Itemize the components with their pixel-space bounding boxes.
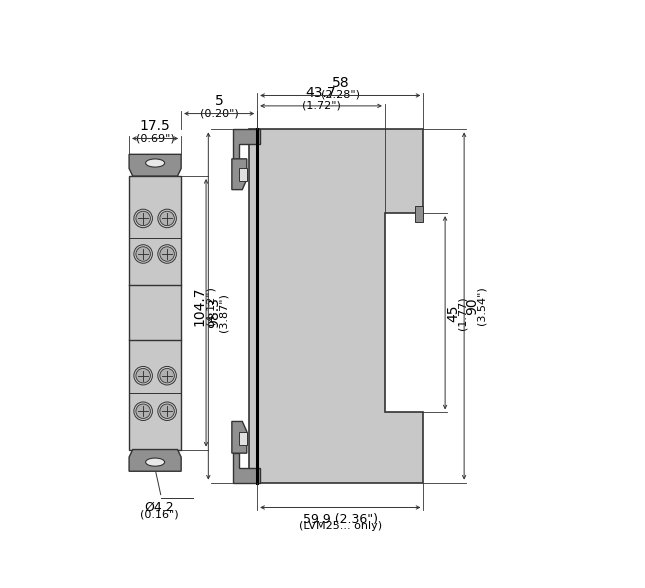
Bar — [415, 206, 423, 222]
Polygon shape — [249, 129, 423, 483]
Text: Ø4.2: Ø4.2 — [144, 501, 174, 514]
Text: 58: 58 — [332, 76, 349, 90]
Text: 59.9 (2.36"): 59.9 (2.36") — [303, 513, 378, 526]
Circle shape — [134, 402, 152, 420]
Polygon shape — [129, 154, 181, 176]
Bar — [129, 176, 181, 449]
Circle shape — [136, 404, 150, 419]
Circle shape — [158, 245, 176, 263]
Text: (3.54"): (3.54") — [476, 286, 486, 325]
Text: 104.7: 104.7 — [192, 286, 206, 326]
Circle shape — [158, 209, 176, 228]
Circle shape — [134, 209, 152, 228]
Text: 45: 45 — [446, 304, 461, 322]
Circle shape — [136, 211, 150, 226]
Text: 17.5: 17.5 — [140, 119, 170, 133]
Text: (0.16"): (0.16") — [140, 509, 179, 519]
Polygon shape — [233, 129, 261, 159]
Circle shape — [160, 211, 174, 226]
Bar — [239, 432, 247, 446]
Circle shape — [160, 247, 174, 261]
Text: (0.69"): (0.69") — [135, 133, 175, 143]
Polygon shape — [129, 449, 181, 471]
Text: 98.3: 98.3 — [207, 298, 221, 328]
Ellipse shape — [146, 458, 164, 466]
Ellipse shape — [146, 159, 164, 167]
Bar — [239, 168, 247, 182]
Text: (2.28"): (2.28") — [321, 90, 360, 100]
Circle shape — [160, 369, 174, 383]
Text: (3.87"): (3.87") — [218, 293, 228, 332]
Polygon shape — [233, 453, 261, 483]
Text: (1.77): (1.77) — [457, 296, 468, 330]
Circle shape — [134, 366, 152, 385]
Polygon shape — [232, 422, 247, 453]
Circle shape — [134, 245, 152, 263]
Text: (0.20"): (0.20") — [200, 108, 239, 118]
Text: (4.12"): (4.12") — [205, 286, 215, 325]
Circle shape — [136, 369, 150, 383]
Text: 90: 90 — [465, 297, 479, 315]
Polygon shape — [232, 159, 247, 190]
Circle shape — [158, 366, 176, 385]
Circle shape — [158, 402, 176, 420]
Text: (LVM25... only): (LVM25... only) — [299, 521, 382, 531]
Circle shape — [160, 404, 174, 419]
Circle shape — [136, 247, 150, 261]
Text: 5: 5 — [215, 94, 224, 108]
Text: (1.72"): (1.72") — [302, 101, 341, 111]
Text: 43.7: 43.7 — [306, 86, 336, 101]
